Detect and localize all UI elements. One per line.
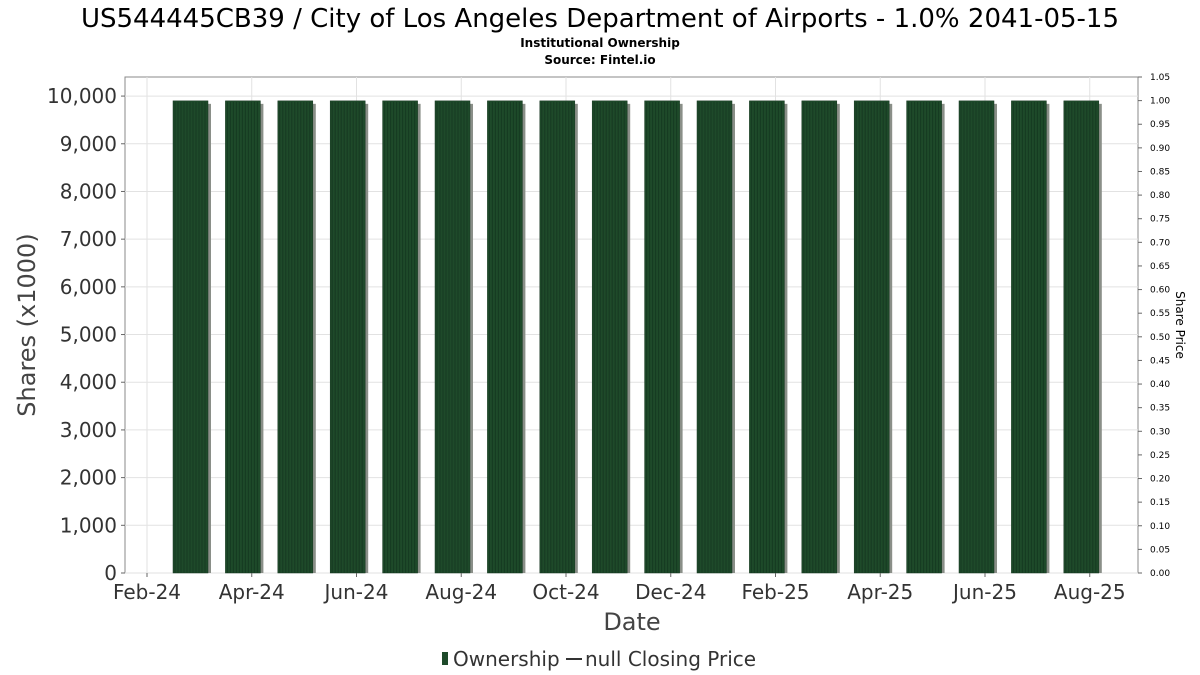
x-axis-ticks: Feb-24 Apr-24 Jun-24 Aug-24 Oct-24 Dec-24 Feb-… [113, 573, 1126, 604]
right-tick-label: 0.70 [1150, 238, 1170, 248]
right-tick-label: 0.45 [1150, 356, 1170, 366]
x-tick-label: Dec-24 [635, 580, 706, 604]
x-tick-label: Apr-25 [847, 580, 913, 604]
right-tick-label: 0.25 [1150, 451, 1170, 461]
right-tick-label: 0.30 [1150, 427, 1170, 437]
x-tick-label: Jun-25 [951, 580, 1017, 604]
chart-title: US544445CB39 / City of Los Angeles Depar… [81, 4, 1119, 34]
left-tick-label: 5,000 [60, 323, 117, 347]
right-tick-label: 0.40 [1150, 380, 1170, 390]
x-tick-label: Aug-25 [1054, 580, 1126, 604]
left-tick-label: 0 [104, 561, 117, 585]
right-tick-label: 0.90 [1150, 144, 1170, 154]
right-tick-label: 0.10 [1150, 522, 1170, 532]
right-tick-label: 0.60 [1150, 286, 1170, 296]
right-tick-label: 0.20 [1150, 475, 1170, 485]
legend-ownership-label: Ownership [453, 647, 560, 671]
chart-subtitle: Institutional Ownership [520, 36, 680, 50]
right-tick-label: 0.80 [1150, 191, 1170, 201]
left-tick-label: 2,000 [60, 466, 117, 490]
left-tick-label: 3,000 [60, 418, 117, 442]
legend-ownership-swatch [442, 652, 448, 665]
x-axis-label: Date [603, 608, 660, 636]
left-tick-label: 6,000 [60, 275, 117, 299]
x-tick-label: Feb-24 [113, 580, 181, 604]
right-tick-label: 0.50 [1150, 333, 1170, 343]
y2-axis-label: Share Price [1173, 291, 1187, 359]
legend: Ownership null Closing Price [442, 647, 756, 671]
left-tick-label: 7,000 [60, 227, 117, 251]
right-tick-label: 0.75 [1150, 215, 1170, 225]
x-tick-label: Oct-24 [532, 580, 599, 604]
right-tick-label: 0.55 [1150, 309, 1170, 319]
right-tick-label: 0.00 [1150, 569, 1170, 579]
right-tick-label: 1.05 [1150, 73, 1170, 83]
left-tick-label: 4,000 [60, 370, 117, 394]
left-tick-label: 9,000 [60, 132, 117, 156]
left-axis-ticks: 0 1,000 2,000 3,000 4,000 5,000 6,000 7,000 8,00… [47, 84, 125, 585]
right-tick-label: 0.85 [1150, 167, 1170, 177]
left-tick-label: 8,000 [60, 179, 117, 203]
right-tick-label: 0.15 [1150, 498, 1170, 508]
x-tick-label: Apr-24 [219, 580, 285, 604]
ownership-bars [172, 100, 1102, 574]
legend-price-label: null Closing Price [585, 647, 756, 671]
right-tick-label: 0.65 [1150, 262, 1170, 272]
x-tick-label: Jun-24 [323, 580, 389, 604]
right-tick-label: 0.05 [1150, 545, 1170, 555]
chart-source: Source: Fintel.io [544, 53, 655, 67]
right-tick-label: 0.35 [1150, 404, 1170, 414]
left-tick-label: 1,000 [60, 513, 117, 537]
right-tick-label: 0.95 [1150, 120, 1170, 130]
y-axis-label: Shares (x1000) [13, 233, 41, 416]
right-tick-label: 1.00 [1150, 97, 1170, 107]
x-tick-label: Aug-24 [425, 580, 497, 604]
left-tick-label: 10,000 [47, 84, 117, 108]
x-tick-label: Feb-25 [741, 580, 809, 604]
right-axis-ticks: 0.00 0.05 0.10 0.15 0.20 0.25 0.30 0.35 0.40 0.45… [1138, 73, 1170, 579]
